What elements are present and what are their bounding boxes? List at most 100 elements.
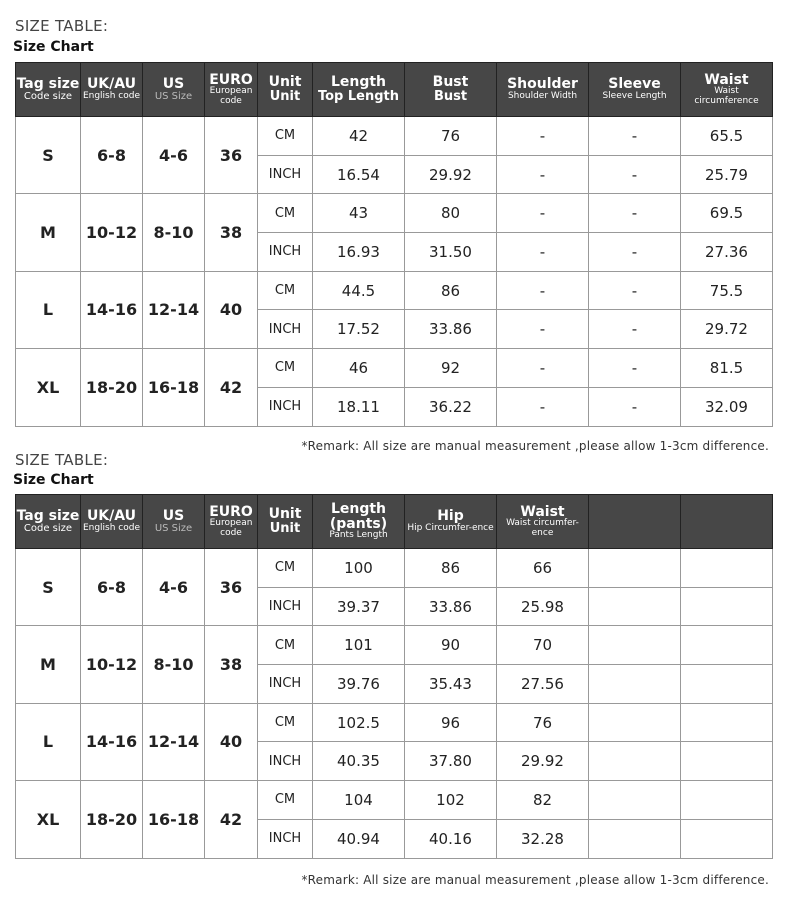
size-table: Tag size Code size UK/AU English code US US S… (15, 494, 773, 859)
euro-size: 40 (204, 702, 258, 782)
column-header: Tag size Code size (15, 494, 81, 549)
measurement-cell: 37.80 (404, 741, 497, 782)
column-header-title: Hip (437, 508, 464, 525)
table-row: XL 18-20 16-18 42 CM 104 102 82 (15, 780, 773, 859)
table-row: L 14-16 12-14 40 CM 102.5 96 76 (15, 702, 773, 782)
measurement-cell: 40.35 (312, 741, 405, 782)
measurement-cell: 35.43 (404, 664, 497, 704)
measurement-cell: 40.94 (312, 818, 405, 859)
us-size: 4-6 (142, 115, 205, 195)
unit-cell: CM (257, 270, 313, 311)
remark-note: *Remark: All size are manual measurement… (301, 873, 769, 887)
measurement-cell: - (588, 386, 681, 427)
size-tag: XL (15, 780, 81, 859)
measurement-cell: 27.56 (496, 664, 589, 704)
column-header: Bust Bust (404, 62, 497, 117)
measurement-cell: 81.5 (680, 348, 773, 388)
column-header: EURO European code (204, 62, 258, 117)
us-size: 8-10 (142, 193, 205, 272)
measurement-cell: 70 (496, 625, 589, 666)
remark-note: *Remark: All size are manual measurement… (301, 439, 769, 453)
measurement-cell: 104 (312, 780, 405, 820)
column-header-title: EURO (209, 71, 253, 88)
measurement-cell: 25.79 (680, 154, 773, 195)
column-header-subtitle: English code (82, 523, 141, 534)
measurement-cell: 102 (404, 780, 497, 820)
table-row: INCH 18.11 36.22- -32.09 (16, 386, 773, 427)
measurement-cell (680, 586, 773, 627)
measurement-cell: 90 (404, 625, 497, 666)
measurement-cell (680, 548, 773, 588)
measurement-cell: 76 (404, 116, 497, 156)
measurement-cell: - (588, 348, 681, 388)
measurement-cell: 75.5 (680, 270, 773, 311)
size-chart-title: Size Chart (13, 39, 94, 55)
size-tag: M (15, 625, 81, 704)
column-header: Waist Waist circumfer-ence (496, 494, 589, 549)
measurement-cell: - (496, 386, 589, 427)
column-header-title: EURO (209, 503, 253, 520)
measurement-cell: 39.76 (312, 664, 405, 704)
measurement-cell (680, 818, 773, 859)
uk-au-size: 18-20 (80, 348, 143, 427)
measurement-cell: 39.37 (312, 586, 405, 627)
column-header: US US Size (142, 494, 205, 549)
column-header: Tag size Code size (15, 62, 81, 117)
header-row: Tag size Code size UK/AU English code US US S… (15, 62, 773, 117)
measurement-cell: - (588, 309, 681, 350)
size-tag: S (15, 547, 81, 627)
measurement-cell: - (496, 193, 589, 234)
column-header-subtitle: Unit (269, 89, 301, 105)
measurement-cell: 42 (312, 116, 405, 156)
measurement-cell: 66 (496, 548, 589, 588)
measurement-cell: - (496, 116, 589, 156)
unit-cell: INCH (257, 386, 313, 427)
column-header (680, 494, 773, 549)
column-header-title: Shoulder (507, 76, 578, 93)
measurement-cell: 29.72 (680, 309, 773, 350)
measurement-cell: - (496, 270, 589, 311)
measurement-cell: 69.5 (680, 193, 773, 234)
uk-au-size: 6-8 (80, 115, 143, 195)
column-header-title: Waist (704, 71, 749, 88)
column-header-subtitle: Sleeve Length (602, 91, 667, 102)
measurement-cell: 86 (404, 548, 497, 588)
measurement-cell (680, 780, 773, 820)
table-row: L 14-16 12-14 40 CM 44.5 86- -75.5 (15, 270, 773, 350)
table-row: INCH 39.37 33.86 25.98 (16, 586, 773, 627)
column-header: Unit Unit (257, 62, 313, 117)
measurement-cell (588, 548, 681, 588)
measurement-cell: 33.86 (404, 309, 497, 350)
size-table: Tag size Code size UK/AU English code US US S… (15, 62, 773, 427)
table-row: M 10-12 8-10 38 CM 101 90 70 (15, 625, 773, 704)
column-header: UK/AU English code (80, 62, 143, 117)
measurement-cell: 92 (404, 348, 497, 388)
euro-size: 40 (204, 270, 258, 350)
column-header-title: Unit (268, 506, 302, 523)
unit-cell: CM (257, 348, 313, 388)
measurement-cell (588, 625, 681, 666)
unit-cell: CM (257, 702, 313, 743)
measurement-cell (680, 625, 773, 666)
measurement-cell: 18.11 (312, 386, 405, 427)
measurement-cell: - (496, 348, 589, 388)
size-chart-title: Size Chart (13, 472, 94, 488)
column-header-subtitle: Code size (23, 522, 73, 534)
euro-size: 36 (204, 547, 258, 627)
column-header: Hip Hip Circumfer-ence (404, 494, 497, 549)
column-header-subtitle: European code (209, 518, 253, 538)
column-header: Length Top Length (312, 62, 405, 117)
unit-cell: INCH (257, 664, 313, 704)
column-header-subtitle: Shoulder Width (507, 91, 578, 102)
size-tag: M (15, 193, 81, 272)
measurement-cell: - (588, 154, 681, 195)
unit-cell: INCH (257, 154, 313, 195)
table-row: INCH 16.54 29.92- -25.79 (16, 154, 773, 195)
column-header: Waist Waist circumference (680, 62, 773, 117)
euro-size: 42 (204, 780, 258, 859)
measurement-cell: - (588, 270, 681, 311)
measurement-cell: 101 (312, 625, 405, 666)
unit-cell: INCH (257, 741, 313, 782)
us-size: 12-14 (142, 270, 205, 350)
measurement-cell: 65.5 (680, 116, 773, 156)
